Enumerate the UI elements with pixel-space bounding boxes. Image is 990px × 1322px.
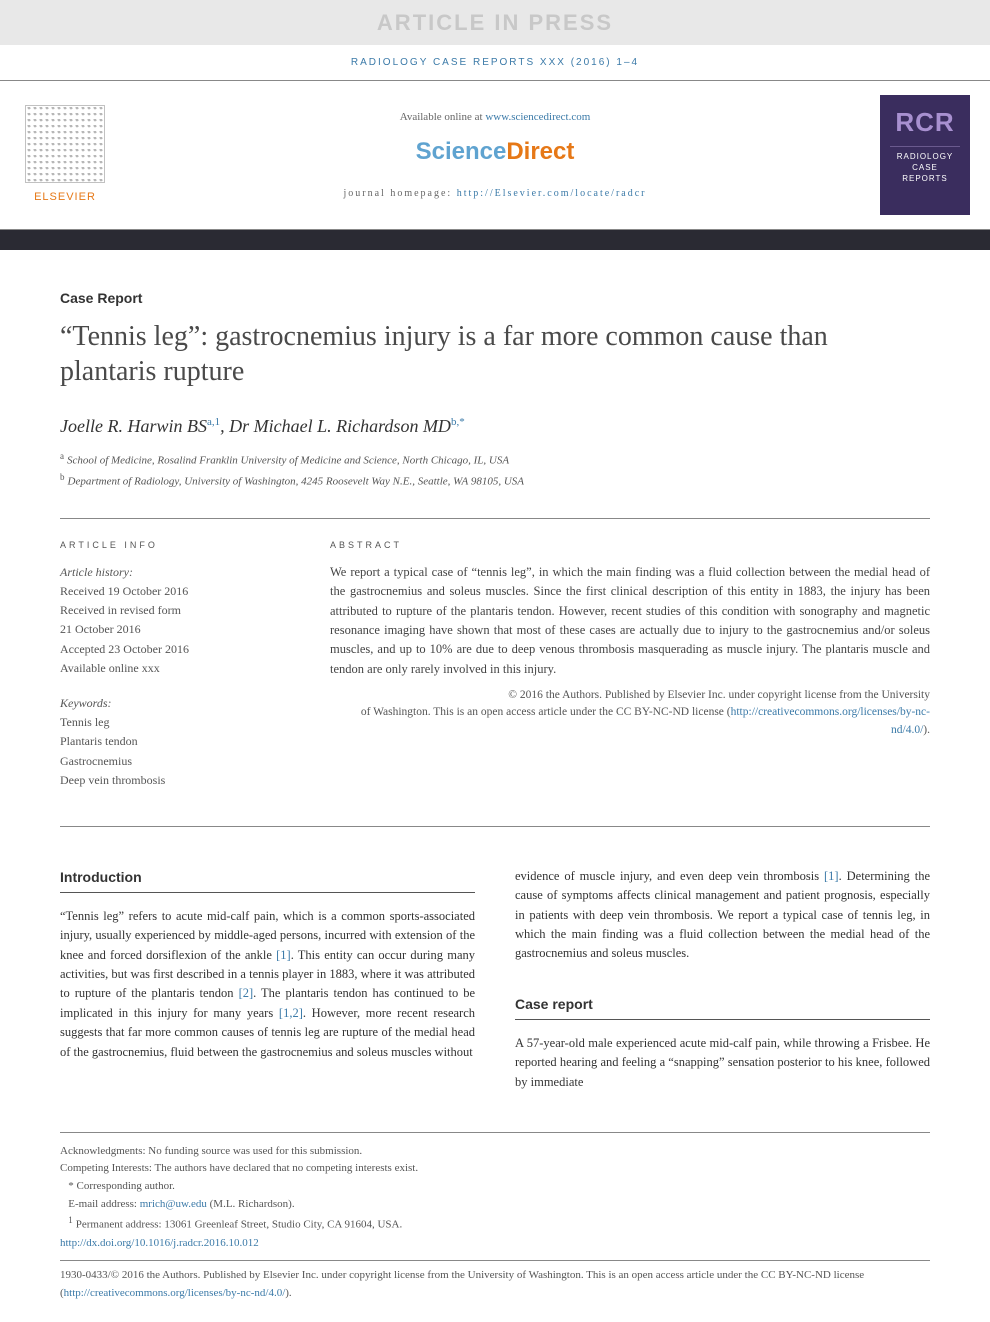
history-head: Article history: (60, 563, 290, 582)
body-columns: Introduction “Tennis leg” refers to acut… (60, 867, 930, 1092)
keyword-3[interactable]: Deep vein thrombosis (60, 773, 165, 787)
abstract-copyright: © 2016 the Authors. Published by Elsevie… (330, 687, 930, 739)
case-report-rule (515, 1019, 930, 1020)
email-name: (M.L. Richardson). (207, 1198, 295, 1210)
issn: 1930-0433/ (60, 1269, 111, 1281)
affil-b-text: Department of Radiology, University of W… (68, 476, 525, 488)
info-abstract-row: ARTICLE INFO Article history: Received 1… (60, 518, 930, 827)
article-title: “Tennis leg”: gastrocnemius injury is a … (60, 319, 930, 389)
header-center: Available online at www.sciencedirect.co… (110, 109, 880, 201)
article-category: Case Report (60, 288, 930, 309)
abstract-column: ABSTRACT We report a typical case of “te… (330, 539, 930, 806)
keywords-head: Keywords: (60, 694, 290, 713)
history-line-2: 21 October 2016 (60, 622, 141, 636)
journal-homepage-link[interactable]: http://Elsevier.com/locate/radcr (457, 188, 647, 199)
permanent-address-line: 1Permanent address: 13061 Greenleaf Stre… (60, 1213, 930, 1234)
article-in-press-watermark: ARTICLE IN PRESS (0, 0, 990, 45)
history-line-3: Accepted 23 October 2016 (60, 642, 189, 656)
keyword-1[interactable]: Plantaris tendon (60, 734, 138, 748)
intro-heading: Introduction (60, 867, 475, 888)
rcr-full-line3: REPORTS (902, 173, 948, 184)
case-report-paragraph: A 57-year-old male experienced acute mid… (515, 1034, 930, 1092)
keyword-2[interactable]: Gastrocnemius (60, 754, 132, 768)
doi-link[interactable]: http://dx.doi.org/10.1016/j.radcr.2016.1… (60, 1237, 259, 1249)
rcr-separator (890, 146, 960, 147)
available-online-line: Available online at www.sciencedirect.co… (130, 109, 860, 126)
bottom-cc-link[interactable]: http://creativecommons.org/licenses/by-n… (64, 1287, 286, 1299)
email-line: E-mail address: mrich@uw.edu (M.L. Richa… (60, 1196, 930, 1214)
elsevier-label: ELSEVIER (34, 189, 96, 206)
corresponding-author-label: * Corresponding author. (60, 1178, 930, 1196)
sciencedirect-logo[interactable]: ScienceDirect (130, 134, 860, 170)
perm-addr: Permanent address: 13061 Greenleaf Stree… (76, 1219, 403, 1231)
article-info-column: ARTICLE INFO Article history: Received 1… (60, 539, 290, 806)
history-line-0: Received 19 October 2016 (60, 584, 188, 598)
affiliation-a: aSchool of Medicine, Rosalind Franklin U… (60, 450, 930, 469)
homepage-prefix: journal homepage: (344, 188, 457, 199)
footer-copyright: 1930-0433/© 2016 the Authors. Published … (60, 1260, 930, 1302)
cc-license-link[interactable]: http://creativecommons.org/licenses/by-n… (731, 706, 930, 735)
acknowledgments: Acknowledgments: No funding source was u… (60, 1143, 930, 1161)
elsevier-logo[interactable]: ELSEVIER (20, 105, 110, 205)
ref-2[interactable]: [2] (239, 986, 254, 1000)
keywords-block: Keywords: Tennis leg Plantaris tendon Ga… (60, 694, 290, 790)
article-content: Case Report “Tennis leg”: gastrocnemius … (0, 250, 990, 1322)
body-col-left: Introduction “Tennis leg” refers to acut… (60, 867, 475, 1092)
available-prefix: Available online at (400, 111, 486, 123)
email-label: E-mail address: (68, 1198, 139, 1210)
ref-1a[interactable]: [1] (276, 948, 291, 962)
article-history-block: Article history: Received 19 October 201… (60, 563, 290, 678)
author-separator: , (220, 416, 229, 436)
author-1-sup[interactable]: a,1 (207, 416, 220, 428)
rcr-full-line2: CASE (912, 162, 938, 173)
dark-separator-bar (0, 230, 990, 250)
abstract-text: We report a typical case of “tennis leg”… (330, 563, 930, 679)
intro-rule (60, 892, 475, 893)
cpr-line2-prefix: of Washington. This is an open access ar… (361, 706, 731, 718)
intro-paragraph: “Tennis leg” refers to acute mid-calf pa… (60, 907, 475, 1062)
sd-word-science: Science (416, 138, 507, 165)
affiliation-b: bDepartment of Radiology, University of … (60, 471, 930, 490)
keyword-0[interactable]: Tennis leg (60, 715, 109, 729)
perm-sup: 1 (68, 1215, 73, 1225)
author-2-sup[interactable]: b,* (451, 416, 465, 428)
cpr-line2-suffix: ). (923, 724, 930, 736)
abstract-head: ABSTRACT (330, 539, 930, 553)
affil-b-sup: b (60, 472, 65, 482)
author-2-name[interactable]: Dr Michael L. Richardson MD (229, 416, 451, 436)
author-1-name[interactable]: Joelle R. Harwin BS (60, 416, 207, 436)
sd-word-direct: Direct (506, 138, 574, 165)
journal-header: ELSEVIER Available online at www.science… (0, 80, 990, 230)
rcr-acronym: RCR (895, 103, 954, 142)
journal-citation: Radiology Case Reports xxx (2016) 1–4 (0, 45, 990, 80)
article-info-head: ARTICLE INFO (60, 539, 290, 553)
corresponding-email[interactable]: mrich@uw.edu (140, 1198, 207, 1210)
affil-a-sup: a (60, 451, 64, 461)
journal-homepage-line: journal homepage: http://Elsevier.com/lo… (130, 186, 860, 201)
history-line-1: Received in revised form (60, 603, 181, 617)
bottom-cpr-suffix: ). (285, 1287, 291, 1299)
intro-col2-pt1: evidence of muscle injury, and even deep… (515, 869, 824, 883)
journal-cover[interactable]: RCR RADIOLOGY CASE REPORTS (880, 95, 970, 215)
ref-12[interactable]: [1,2] (279, 1006, 303, 1020)
sciencedirect-link[interactable]: www.sciencedirect.com (485, 111, 590, 123)
elsevier-tree-icon (25, 105, 105, 183)
ref-1b[interactable]: [1] (824, 869, 839, 883)
article-footer: Acknowledgments: No funding source was u… (60, 1132, 930, 1302)
intro-continued: evidence of muscle injury, and even deep… (515, 867, 930, 964)
rcr-full-line1: RADIOLOGY (897, 151, 954, 162)
corr-label-text: * Corresponding author. (68, 1180, 175, 1192)
history-line-4: Available online xxx (60, 661, 160, 675)
author-list: Joelle R. Harwin BSa,1, Dr Michael L. Ri… (60, 413, 930, 440)
body-col-right: evidence of muscle injury, and even deep… (515, 867, 930, 1092)
competing-interests: Competing Interests: The authors have de… (60, 1160, 930, 1178)
affil-a-text: School of Medicine, Rosalind Franklin Un… (67, 455, 509, 467)
cpr-line1: © 2016 the Authors. Published by Elsevie… (508, 689, 930, 701)
case-report-heading: Case report (515, 994, 930, 1015)
